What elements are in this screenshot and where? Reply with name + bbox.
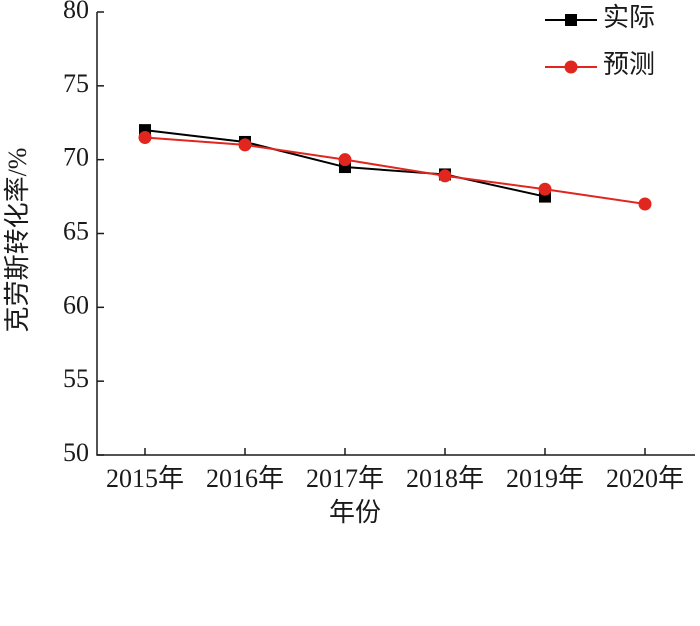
x-tick-label: 2017年 bbox=[306, 464, 384, 493]
x-axis-label: 年份 bbox=[329, 498, 381, 527]
legend-label: 预测 bbox=[603, 50, 655, 79]
data-point bbox=[438, 169, 452, 183]
y-tick-label: 75 bbox=[63, 69, 89, 98]
data-point bbox=[638, 197, 652, 211]
x-tick-label: 2016年 bbox=[206, 464, 284, 493]
y-tick-label: 50 bbox=[63, 438, 89, 467]
y-tick-label: 70 bbox=[63, 143, 89, 172]
y-tick-label: 55 bbox=[63, 364, 89, 393]
x-tick-label: 2015年 bbox=[106, 464, 184, 493]
legend-label: 实际 bbox=[603, 3, 655, 32]
y-axis-label: 克劳斯转化率/% bbox=[3, 148, 32, 333]
data-point bbox=[338, 153, 352, 167]
x-tick-label: 2019年 bbox=[506, 464, 584, 493]
data-point bbox=[238, 138, 252, 152]
data-point bbox=[538, 182, 552, 196]
data-point bbox=[138, 131, 152, 145]
x-tick-label: 2018年 bbox=[406, 464, 484, 493]
y-tick-label: 65 bbox=[63, 216, 89, 245]
x-tick-label: 2020年 bbox=[606, 464, 684, 493]
y-tick-label: 60 bbox=[63, 290, 89, 319]
y-tick-label: 80 bbox=[63, 0, 89, 24]
series-line bbox=[144, 136, 646, 205]
legend-marker bbox=[564, 60, 578, 74]
legend-marker bbox=[565, 14, 577, 26]
